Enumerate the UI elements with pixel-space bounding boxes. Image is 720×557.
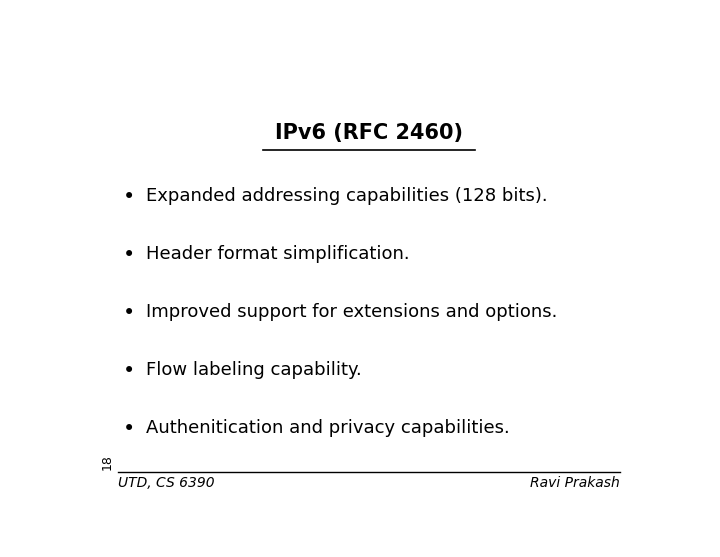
Text: •: • (123, 245, 135, 265)
Text: •: • (123, 360, 135, 380)
Text: Flow labeling capability.: Flow labeling capability. (145, 360, 361, 379)
Text: Improved support for extensions and options.: Improved support for extensions and opti… (145, 303, 557, 321)
Text: •: • (123, 187, 135, 207)
Text: Expanded addressing capabilities (128 bits).: Expanded addressing capabilities (128 bi… (145, 187, 547, 205)
Text: Header format simplification.: Header format simplification. (145, 245, 410, 263)
Text: IPv6 (RFC 2460): IPv6 (RFC 2460) (275, 123, 463, 143)
Text: Ravi Prakash: Ravi Prakash (531, 476, 620, 490)
Text: 18: 18 (100, 454, 113, 470)
Text: Authenitication and privacy capabilities.: Authenitication and privacy capabilities… (145, 418, 510, 437)
Text: UTD, CS 6390: UTD, CS 6390 (118, 476, 215, 490)
Text: •: • (123, 303, 135, 323)
Text: •: • (123, 418, 135, 438)
